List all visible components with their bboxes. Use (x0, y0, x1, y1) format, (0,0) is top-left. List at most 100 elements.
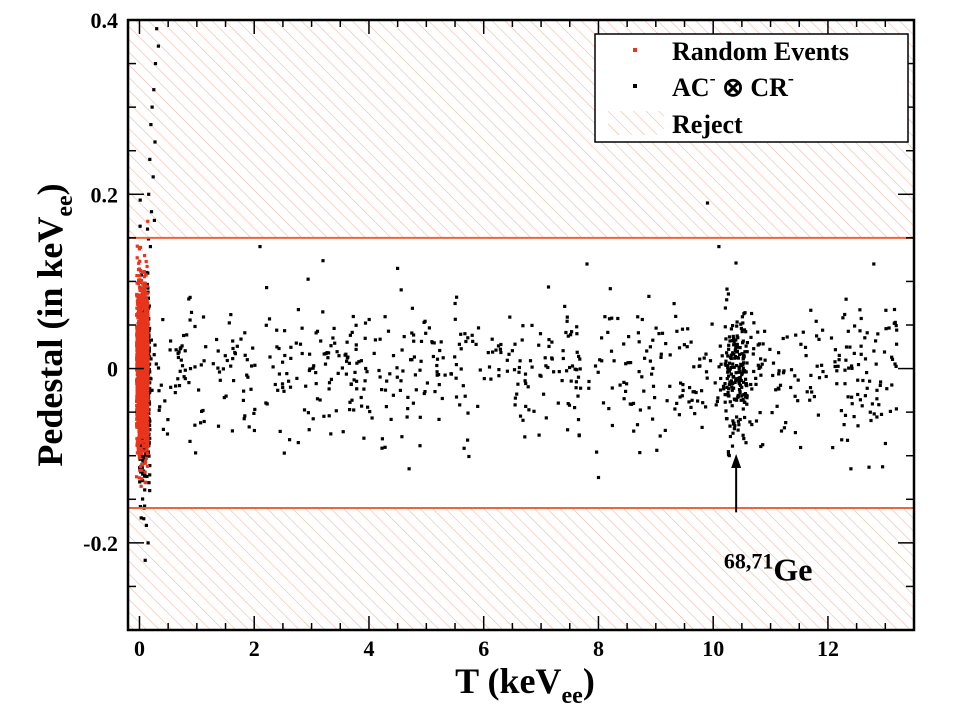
selected-event-point (637, 370, 641, 374)
selected-event-point (455, 295, 459, 299)
selected-event-point (732, 427, 736, 431)
selected-event-point (145, 227, 150, 231)
selected-event-point (378, 337, 382, 341)
selected-event-point (345, 340, 349, 344)
selected-event-point (710, 322, 714, 326)
random-event-point (144, 311, 148, 316)
random-event-point (135, 388, 139, 393)
selected-event-point (435, 370, 439, 374)
selected-event-point (763, 329, 767, 333)
random-event-point (137, 349, 142, 353)
selected-event-point (499, 342, 503, 347)
selected-event-point (283, 353, 287, 358)
selected-event-point (607, 407, 611, 411)
selected-event-point (201, 408, 205, 413)
selected-event-point (508, 315, 512, 319)
random-event-point (135, 417, 139, 421)
selected-event-point (454, 395, 459, 399)
selected-event-point (264, 323, 268, 327)
random-event-point (144, 273, 148, 277)
selected-event-point (439, 340, 443, 344)
random-event-point (136, 312, 140, 316)
selected-event-point (575, 350, 579, 354)
selected-event-point (736, 428, 740, 432)
legend: Random Events AC- ⊗ CR- Reject (594, 33, 909, 143)
random-event-point (138, 293, 142, 297)
selected-event-point (466, 411, 470, 415)
selected-event-point (202, 359, 206, 363)
random-event-point (144, 425, 148, 429)
selected-event-point (152, 88, 156, 92)
selected-event-point (401, 369, 405, 373)
selected-event-point (523, 379, 527, 383)
selected-event-point (727, 387, 731, 391)
selected-event-point (868, 410, 872, 414)
selected-event-point (143, 488, 147, 492)
random-event-point (137, 383, 141, 387)
selected-event-point (243, 353, 247, 357)
selected-event-point (860, 404, 864, 408)
random-event-point (145, 400, 149, 405)
selected-event-point (247, 425, 251, 429)
random-event-point (139, 322, 143, 327)
selected-event-point (725, 393, 729, 397)
selected-event-point (326, 356, 330, 360)
selected-event-point (145, 282, 149, 286)
selected-event-point (566, 428, 570, 432)
selected-event-point (176, 355, 180, 360)
random-event-point (142, 296, 147, 300)
selected-event-point (859, 316, 863, 321)
x-tick-label: 6 (478, 636, 489, 661)
selected-event-point (775, 404, 779, 408)
selected-event-point (698, 364, 702, 368)
selected-event-point (406, 395, 410, 399)
selected-event-point (731, 334, 735, 338)
selected-event-point (327, 387, 331, 391)
selected-event-point (704, 405, 708, 409)
selected-event-point (319, 339, 323, 343)
selected-event-point (752, 369, 756, 374)
selected-event-point (655, 448, 659, 452)
selected-event-point (459, 332, 463, 336)
random-event-point (145, 428, 149, 432)
x-tick-label: 2 (249, 636, 260, 661)
selected-event-point (719, 376, 723, 381)
selected-event-point (704, 352, 708, 356)
selected-event-point (688, 386, 692, 390)
random-event-point (143, 254, 147, 258)
selected-event-point (216, 366, 220, 370)
selected-event-point (359, 395, 363, 400)
selected-event-point (148, 370, 152, 374)
selected-event-point (176, 377, 180, 381)
random-event-point (136, 379, 141, 383)
selected-event-point (693, 412, 697, 416)
selected-event-point (182, 333, 186, 338)
selected-event-point (668, 384, 672, 388)
selected-event-point (537, 343, 541, 347)
selected-event-point (340, 366, 344, 370)
selected-event-point (458, 403, 462, 407)
selected-event-point (596, 370, 600, 374)
selected-event-point (893, 320, 897, 324)
random-event-point (143, 281, 147, 285)
random-event-point (140, 294, 144, 298)
selected-event-point (318, 398, 322, 402)
selected-event-point (593, 364, 598, 368)
selected-event-point (156, 366, 161, 370)
selected-event-point (692, 365, 696, 369)
selected-event-point (736, 336, 740, 340)
selected-event-point (852, 351, 856, 355)
x-tick-label: 12 (817, 636, 839, 661)
selected-event-point (425, 381, 429, 385)
selected-event-point (222, 396, 226, 400)
selected-event-point (665, 399, 669, 403)
selected-event-point (717, 365, 721, 369)
selected-event-point (727, 383, 731, 387)
selected-event-point (771, 361, 776, 365)
selected-event-point (756, 330, 760, 334)
selected-event-point (311, 417, 315, 421)
selected-event-point (829, 336, 834, 340)
selected-event-point (142, 517, 146, 521)
random-event-point (146, 395, 150, 399)
selected-event-point (351, 314, 355, 319)
